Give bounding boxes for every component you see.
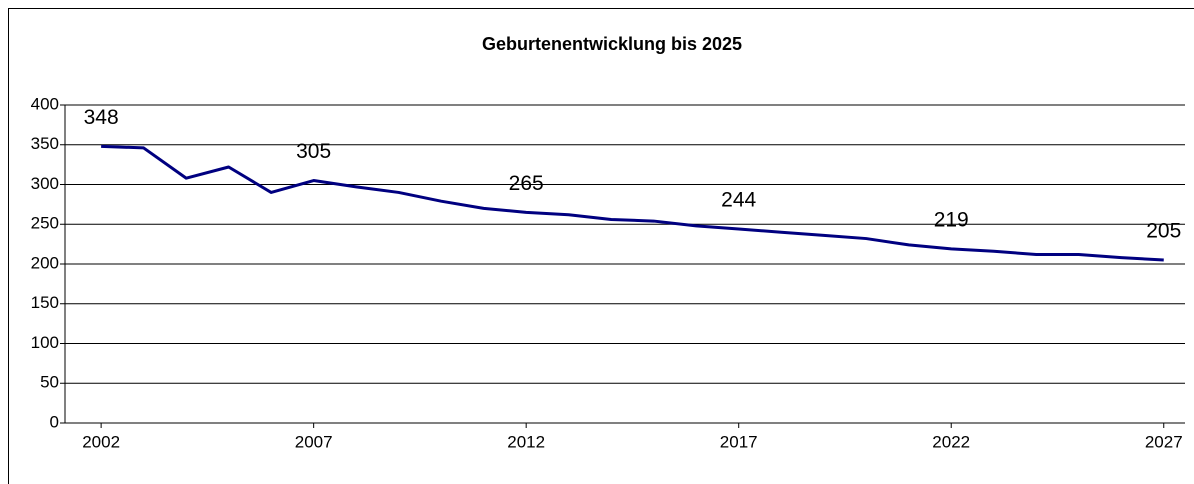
x-tick-label: 2002 bbox=[82, 432, 120, 451]
y-tick-label: 50 bbox=[40, 373, 59, 392]
chart-title: Geburtenentwicklung bis 2025 bbox=[482, 34, 742, 54]
data-label: 305 bbox=[296, 140, 331, 163]
data-label: 244 bbox=[721, 189, 756, 212]
y-tick-label: 350 bbox=[31, 134, 59, 153]
x-tick-label: 2022 bbox=[932, 432, 970, 451]
y-tick-label: 0 bbox=[50, 412, 59, 431]
data-label: 265 bbox=[509, 172, 544, 195]
y-tick-label: 150 bbox=[31, 293, 59, 312]
y-tick-label: 200 bbox=[31, 253, 59, 272]
data-label: 205 bbox=[1146, 220, 1181, 243]
y-tick-label: 100 bbox=[31, 333, 59, 352]
x-tick-label: 2007 bbox=[295, 432, 333, 451]
x-tick-label: 2012 bbox=[507, 432, 545, 451]
chart-border bbox=[8, 8, 1194, 484]
x-tick-label: 2027 bbox=[1145, 432, 1183, 451]
y-tick-label: 300 bbox=[31, 174, 59, 193]
y-tick-label: 250 bbox=[31, 214, 59, 233]
data-label: 219 bbox=[934, 208, 969, 231]
y-tick-label: 400 bbox=[31, 94, 59, 113]
data-label: 348 bbox=[84, 106, 119, 129]
data-line bbox=[101, 144, 1164, 262]
x-tick-label: 2017 bbox=[720, 432, 758, 451]
